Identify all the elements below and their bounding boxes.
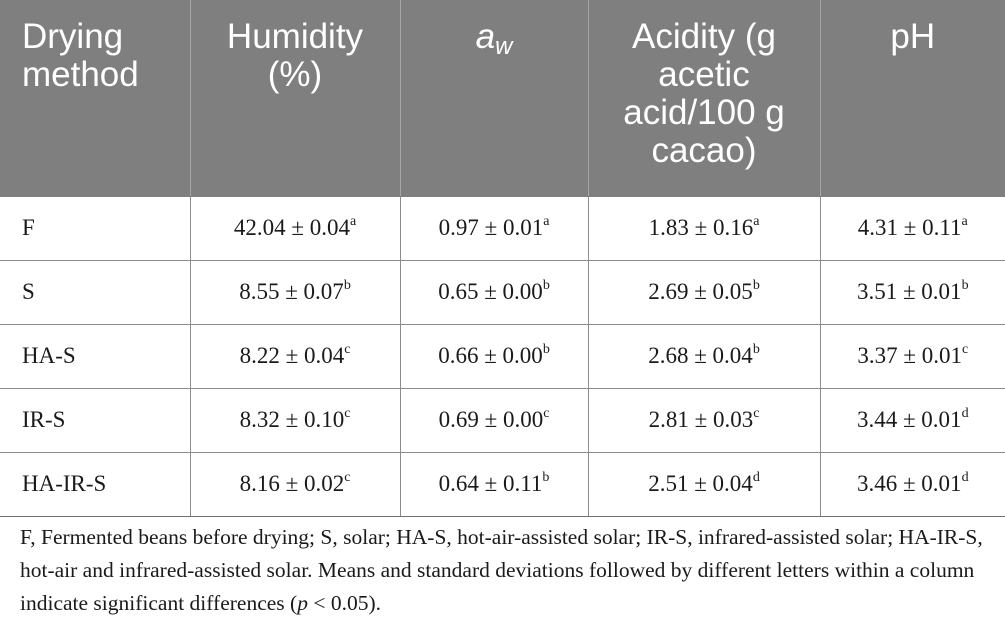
- cell-value: 3.37 ± 0.01: [857, 343, 962, 368]
- significance-letter: c: [344, 342, 351, 357]
- cell-aw: 0.66 ± 0.00b: [399, 324, 588, 389]
- footnote-text: F, Fermented beans before drying; S, sol…: [20, 525, 983, 615]
- cell-value: 1.83 ± 0.16: [648, 215, 754, 240]
- cell-aw: 0.97 ± 0.01a: [399, 195, 588, 261]
- cell-value: 0.65 ± 0.00: [438, 279, 543, 304]
- significance-letter: d: [752, 470, 760, 485]
- table-header: Drying method Humidity (%) aw Acidity (g…: [0, 0, 1005, 197]
- cell-aw: 0.65 ± 0.00b: [399, 260, 588, 325]
- significance-letter: b: [343, 278, 351, 293]
- significance-letter: c: [961, 342, 969, 357]
- cell-humidity: 8.55 ± 0.07b: [189, 260, 400, 325]
- significance-letter: c: [753, 406, 760, 421]
- cell-acidity: 2.69 ± 0.05b: [587, 260, 820, 325]
- cell-value: 0.97 ± 0.01: [438, 215, 544, 240]
- cell-value: 4.31 ± 0.11: [857, 215, 962, 240]
- footnote-text-end: < 0.05).: [307, 591, 381, 615]
- cell-method: HA-IR-S: [0, 452, 190, 517]
- significance-letter: c: [543, 406, 550, 421]
- header-row: Drying method Humidity (%) aw Acidity (g…: [0, 0, 1005, 197]
- cell-value: 0.66 ± 0.00: [438, 343, 543, 368]
- cell-value: 8.16 ± 0.02: [239, 471, 345, 496]
- significance-letter: c: [344, 406, 351, 421]
- header-ph: pH: [819, 0, 1005, 197]
- cell-acidity: 2.51 ± 0.04d: [587, 452, 820, 517]
- cell-humidity: 8.22 ± 0.04c: [189, 324, 400, 389]
- significance-letter: a: [753, 214, 760, 229]
- cell-ph: 3.37 ± 0.01c: [819, 324, 1005, 389]
- cell-value: 2.81 ± 0.03: [648, 407, 754, 432]
- significance-letter: c: [344, 470, 351, 485]
- cell-value: 0.69 ± 0.00: [438, 407, 544, 432]
- table-row: IR-S 8.32 ± 0.10c 0.69 ± 0.00c 2.81 ± 0.…: [0, 388, 1005, 453]
- significance-letter: a: [543, 214, 550, 229]
- cell-humidity: 8.16 ± 0.02c: [189, 452, 400, 517]
- cell-acidity: 2.81 ± 0.03c: [587, 388, 820, 453]
- significance-letter: a: [961, 214, 968, 229]
- cell-value: 3.44 ± 0.01: [856, 407, 962, 432]
- significance-letter: d: [961, 406, 969, 421]
- cell-value: 3.51 ± 0.01: [856, 279, 962, 304]
- table-row: HA-IR-S 8.16 ± 0.02c 0.64 ± 0.11b 2.51 ±…: [0, 452, 1005, 517]
- header-drying-method: Drying method: [0, 0, 190, 197]
- significance-letter: b: [961, 278, 969, 293]
- cell-value: 42.04 ± 0.04: [233, 215, 350, 240]
- cell-value: 3.46 ± 0.01: [856, 471, 962, 496]
- cell-value: 8.55 ± 0.07: [239, 279, 344, 304]
- results-table: Drying method Humidity (%) aw Acidity (g…: [0, 0, 1005, 517]
- cell-ph: 3.44 ± 0.01d: [819, 388, 1005, 453]
- header-aw-subscript: w: [495, 33, 513, 60]
- table-footnote: F, Fermented beans before drying; S, sol…: [20, 521, 990, 620]
- cell-value: 8.32 ± 0.10: [239, 407, 345, 432]
- cell-acidity: 2.68 ± 0.04b: [587, 324, 820, 389]
- cell-method: IR-S: [0, 388, 190, 453]
- cell-value: 0.64 ± 0.11: [438, 471, 543, 496]
- header-humidity: Humidity (%): [189, 0, 400, 197]
- table-row: F 42.04 ± 0.04a 0.97 ± 0.01a 1.83 ± 0.16…: [0, 195, 1005, 261]
- cell-ph: 3.46 ± 0.01d: [819, 452, 1005, 517]
- cell-ph: 4.31 ± 0.11a: [819, 195, 1005, 261]
- cell-ph: 3.51 ± 0.01b: [819, 260, 1005, 325]
- significance-letter: a: [349, 214, 357, 229]
- header-water-activity: aw: [399, 0, 588, 197]
- cell-value: 2.69 ± 0.05: [648, 279, 753, 304]
- cell-acidity: 1.83 ± 0.16a: [587, 195, 820, 261]
- footnote-p-symbol: p: [297, 591, 308, 615]
- cell-method: HA-S: [0, 324, 190, 389]
- cell-method: F: [0, 195, 190, 261]
- significance-letter: d: [961, 470, 969, 485]
- cell-aw: 0.69 ± 0.00c: [399, 388, 588, 453]
- cell-aw: 0.64 ± 0.11b: [399, 452, 588, 517]
- cell-humidity: 8.32 ± 0.10c: [189, 388, 400, 453]
- cell-value: 2.68 ± 0.04: [648, 343, 753, 368]
- table-row: HA-S 8.22 ± 0.04c 0.66 ± 0.00b 2.68 ± 0.…: [0, 324, 1005, 389]
- significance-letter: b: [542, 470, 550, 485]
- header-aw-symbol: a: [475, 17, 496, 56]
- significance-letter: b: [752, 342, 760, 357]
- cell-humidity: 42.04 ± 0.04a: [189, 195, 400, 261]
- table-row: S 8.55 ± 0.07b 0.65 ± 0.00b 2.69 ± 0.05b…: [0, 260, 1005, 325]
- significance-letter: b: [542, 278, 550, 293]
- cell-value: 2.51 ± 0.04: [648, 471, 753, 496]
- significance-letter: b: [542, 342, 550, 357]
- cell-value: 8.22 ± 0.04: [239, 343, 345, 368]
- header-acidity: Acidity (g acetic acid/100 g cacao): [587, 0, 820, 197]
- significance-letter: b: [752, 278, 760, 293]
- table-body: F 42.04 ± 0.04a 0.97 ± 0.01a 1.83 ± 0.16…: [0, 195, 1005, 517]
- cell-method: S: [0, 260, 190, 325]
